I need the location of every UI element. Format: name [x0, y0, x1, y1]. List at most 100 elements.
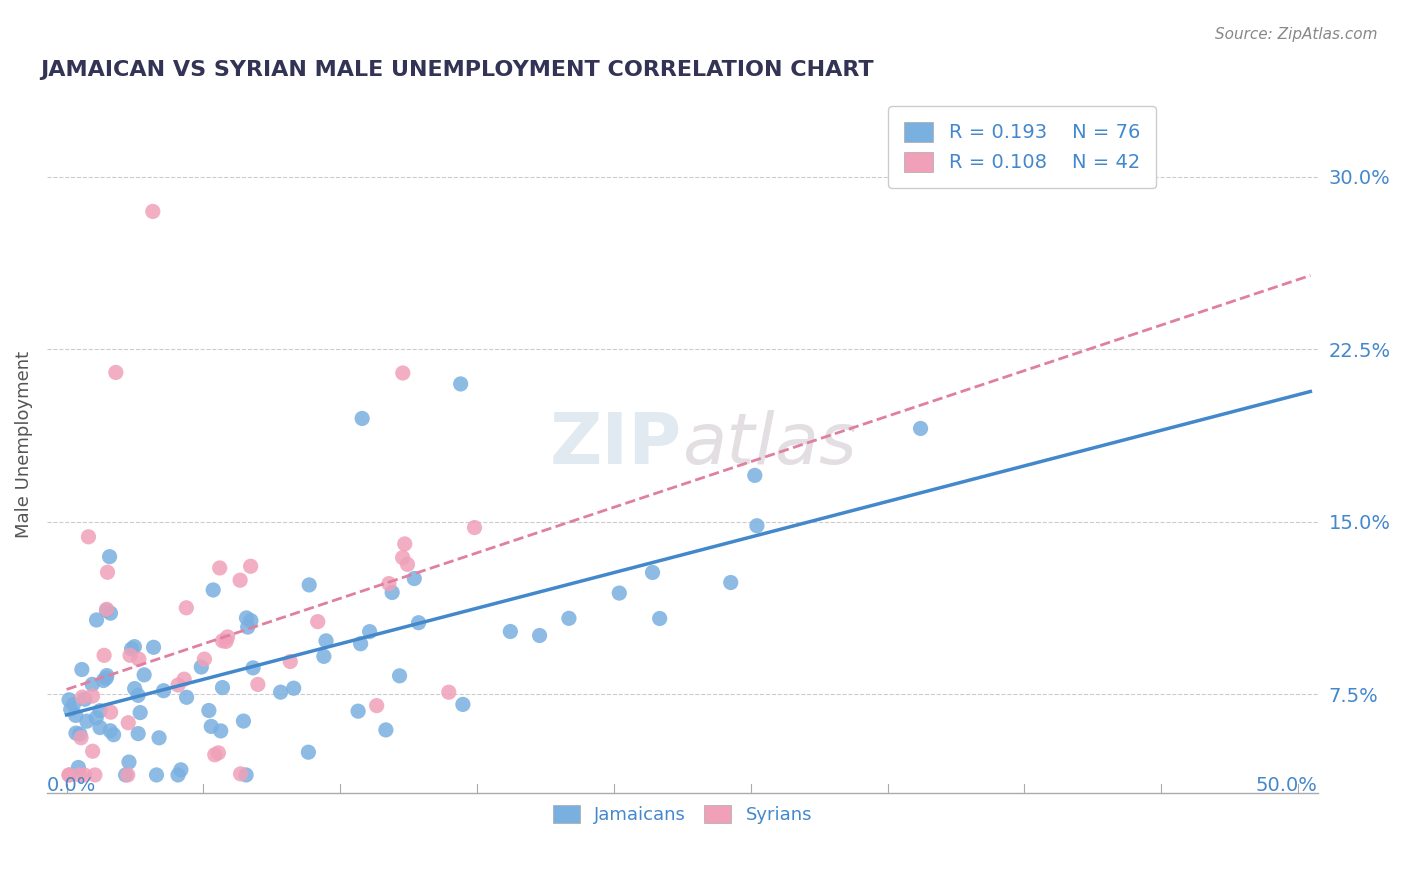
Point — [114, 768, 136, 782]
Point — [142, 204, 165, 219]
Point — [307, 615, 329, 629]
Point — [67, 760, 90, 774]
Text: atlas: atlas — [682, 410, 856, 479]
Point — [176, 600, 198, 615]
Point — [298, 578, 321, 592]
Point — [70, 731, 93, 745]
Point — [89, 704, 111, 718]
Point — [744, 468, 766, 483]
Point — [198, 704, 221, 718]
Point — [104, 366, 127, 380]
Point — [211, 633, 233, 648]
Point — [381, 585, 404, 599]
Point — [745, 518, 768, 533]
Point — [190, 660, 212, 674]
Point — [215, 634, 238, 648]
Point — [82, 689, 104, 703]
Point — [229, 573, 252, 587]
Text: Source: ZipAtlas.com: Source: ZipAtlas.com — [1215, 27, 1378, 42]
Point — [297, 745, 319, 759]
Point — [451, 698, 474, 712]
Point — [145, 768, 167, 782]
Point — [58, 768, 80, 782]
Point — [347, 704, 370, 718]
Point — [86, 613, 108, 627]
Point — [720, 575, 742, 590]
Point — [73, 768, 96, 782]
Point — [93, 673, 115, 688]
Point — [152, 683, 174, 698]
Point — [58, 693, 80, 707]
Point — [910, 421, 932, 435]
Point — [127, 726, 149, 740]
Point — [129, 706, 152, 720]
Point — [404, 572, 426, 586]
Point — [142, 640, 165, 655]
Point — [96, 602, 118, 616]
Text: JAMAICAN VS SYRIAN MALE UNEMPLOYMENT CORRELATION CHART: JAMAICAN VS SYRIAN MALE UNEMPLOYMENT COR… — [41, 60, 875, 79]
Legend: Jamaicans, Syrians: Jamaicans, Syrians — [544, 796, 821, 833]
Point — [529, 628, 551, 642]
Point — [312, 649, 335, 664]
Point — [96, 603, 118, 617]
Point — [217, 630, 239, 644]
Point — [229, 767, 252, 781]
Point — [128, 652, 150, 666]
Point — [207, 746, 229, 760]
Point — [394, 537, 416, 551]
Point — [121, 642, 143, 657]
Point — [209, 723, 232, 738]
Point — [193, 652, 215, 666]
Point — [607, 586, 630, 600]
Point — [94, 671, 117, 685]
Point — [239, 614, 262, 628]
Point — [124, 640, 146, 654]
Point — [167, 678, 190, 692]
Point — [200, 719, 222, 733]
Point — [232, 714, 254, 728]
Point — [84, 768, 107, 782]
Point — [246, 677, 269, 691]
Point — [208, 561, 231, 575]
Point — [366, 698, 388, 713]
Point — [58, 768, 80, 782]
Point — [148, 731, 170, 745]
Point — [117, 715, 139, 730]
Point — [352, 411, 374, 425]
Point — [96, 566, 118, 580]
Point — [124, 681, 146, 696]
Point — [73, 692, 96, 706]
Point — [117, 768, 139, 782]
Point — [127, 689, 149, 703]
Point — [388, 669, 411, 683]
Point — [84, 711, 107, 725]
Point — [62, 698, 84, 712]
Point — [408, 615, 430, 630]
Point — [204, 747, 226, 762]
Point — [378, 576, 401, 591]
Text: 50.0%: 50.0% — [1256, 776, 1317, 795]
Point — [77, 530, 100, 544]
Point — [100, 606, 122, 620]
Point — [648, 611, 671, 625]
Point — [69, 727, 91, 741]
Point — [242, 661, 264, 675]
Point — [391, 366, 413, 380]
Y-axis label: Male Unemployment: Male Unemployment — [15, 351, 32, 539]
Point — [463, 520, 485, 534]
Point — [69, 768, 91, 782]
Point — [82, 744, 104, 758]
Point — [176, 690, 198, 705]
Point — [558, 611, 581, 625]
Point — [98, 549, 121, 564]
Point — [65, 726, 87, 740]
Point — [65, 708, 87, 723]
Point — [359, 624, 381, 639]
Point — [89, 721, 111, 735]
Point — [239, 559, 262, 574]
Point — [374, 723, 396, 737]
Point — [82, 677, 104, 691]
Point — [396, 558, 419, 572]
Point — [96, 668, 118, 682]
Point — [283, 681, 305, 696]
